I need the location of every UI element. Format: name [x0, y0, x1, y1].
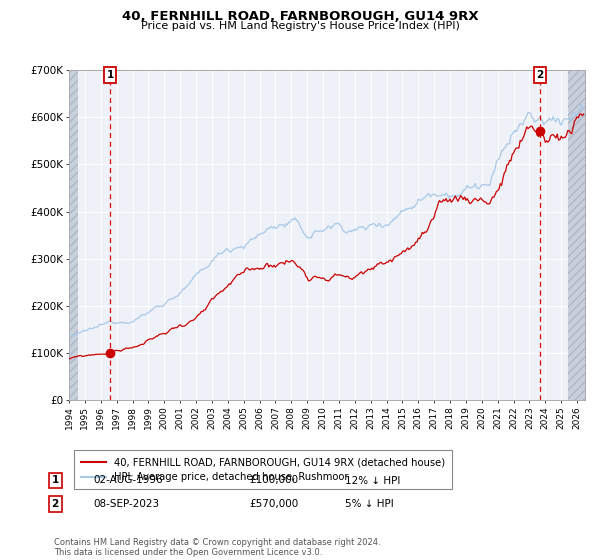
Text: 2: 2 — [52, 499, 59, 509]
Text: Contains HM Land Registry data © Crown copyright and database right 2024.
This d: Contains HM Land Registry data © Crown c… — [54, 538, 380, 557]
Text: 12% ↓ HPI: 12% ↓ HPI — [345, 475, 400, 486]
Text: 2: 2 — [536, 70, 544, 80]
Text: 1: 1 — [106, 70, 113, 80]
Bar — [568, 70, 585, 400]
Bar — [69, 70, 78, 400]
Text: 1: 1 — [52, 475, 59, 486]
Text: £570,000: £570,000 — [249, 499, 298, 509]
Text: Price paid vs. HM Land Registry's House Price Index (HPI): Price paid vs. HM Land Registry's House … — [140, 21, 460, 31]
Text: 40, FERNHILL ROAD, FARNBOROUGH, GU14 9RX: 40, FERNHILL ROAD, FARNBOROUGH, GU14 9RX — [122, 10, 478, 23]
Legend: 40, FERNHILL ROAD, FARNBOROUGH, GU14 9RX (detached house), HPI: Average price, d: 40, FERNHILL ROAD, FARNBOROUGH, GU14 9RX… — [74, 450, 452, 489]
Text: £100,000: £100,000 — [249, 475, 298, 486]
Text: 02-AUG-1996: 02-AUG-1996 — [93, 475, 163, 486]
Text: 5% ↓ HPI: 5% ↓ HPI — [345, 499, 394, 509]
Text: 08-SEP-2023: 08-SEP-2023 — [93, 499, 159, 509]
